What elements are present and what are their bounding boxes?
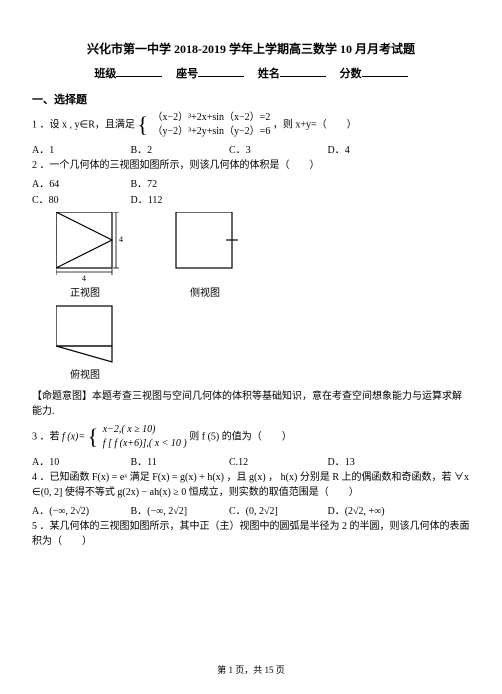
q3-stem: 3 ．若 f (x)= { x−2,( x ≥ 10) f [ f (x+6)]… — [32, 423, 470, 451]
q2-options-row1: A．64 B．72 — [32, 175, 470, 190]
q2-opt-c: C．80 — [32, 191, 128, 206]
q1-eq1: （x−2）³+2x+sin（x−2）=2 — [152, 111, 270, 125]
q4-opt-d: D．(2√2, +∞) — [328, 502, 424, 517]
q4-stem: 4 ．已知函数 F(x) = eˣ 满足 F(x) = g(x) + h(x) … — [32, 470, 470, 500]
q2-options-row2: C．80 D．112 — [32, 191, 470, 206]
q1-stem: 1 ．设 x , y∈R，且满足 { （x−2）³+2x+sin（x−2）=2 … — [32, 111, 470, 139]
q4-opt-c: C．(0, 2√2] — [229, 502, 325, 517]
label-class: 班级 — [94, 68, 116, 80]
q1-opt-b: B．2 — [131, 141, 227, 156]
label-side: 侧视图 — [190, 286, 220, 299]
q3-case1: x−2,( x ≥ 10) — [103, 423, 187, 437]
q4-options: A．(−∞, 2√2) B．(−∞, 2√2] C．(0, 2√2] D．(2√… — [32, 502, 470, 517]
aim-text: 【命题意图】本题考查三视图与空间几何体的体积等基础知识，意在考查空间想象能力与运… — [32, 389, 470, 419]
q3-opt-b: B．11 — [131, 453, 227, 468]
q3-opt-d: D．13 — [328, 453, 424, 468]
section-heading: 一、选择题 — [32, 91, 470, 107]
blank-seat[interactable] — [198, 67, 244, 77]
q1-opt-a: A．1 — [32, 141, 128, 156]
label-top: 俯视图 — [70, 368, 100, 381]
blank-class[interactable] — [116, 67, 162, 77]
q3-case2: f [ f (x+6)],( x < 10 ) — [103, 437, 187, 451]
q3-stem-a: 3 ．若 — [32, 431, 60, 442]
q3-stem-b: 则 f (5) 的值为（ ） — [189, 431, 292, 442]
blank-name[interactable] — [280, 67, 326, 77]
label-name: 姓名 — [258, 68, 280, 80]
q2-opt-a: A．64 — [32, 175, 128, 190]
q3-opt-a: A．10 — [32, 453, 128, 468]
q3-fx: f (x)= — [62, 431, 85, 442]
dim-front: 4 — [82, 274, 86, 283]
label-front: 正视图 — [70, 286, 100, 299]
q3-options: A．10 B．11 C.12 D．13 — [32, 453, 470, 468]
q3-cases: x−2,( x ≥ 10) f [ f (x+6)],( x < 10 ) — [103, 423, 187, 451]
dim-front-h: 4 — [119, 235, 123, 244]
q1-opt-c: C．3 — [229, 141, 325, 156]
q1-stem-b: ，则 x+y=（ ） — [273, 119, 357, 130]
q2-stem: 2 ．一个几何体的三视图如图所示，则该几何体的体积是（ ） — [32, 158, 470, 173]
page-footer: 第 1 页，共 15 页 — [0, 663, 502, 676]
exam-title: 兴化市第一中学 2018-2019 学年上学期高三数学 10 月月考试题 — [32, 40, 470, 57]
q1-options: A．1 B．2 C．3 D．4 — [32, 141, 470, 156]
label-seat: 座号 — [176, 68, 198, 80]
views-svg: 4 4 正视图 侧视图 俯视图 — [56, 212, 276, 382]
q2-opt-b: B．72 — [131, 175, 227, 190]
student-info-row: 班级 座号 姓名 分数 — [32, 65, 470, 81]
q5-stem: 5 ．某几何体的三视图如图所示，其中正（主）视图中的圆弧是半径为 2 的半圆，则… — [32, 519, 470, 549]
label-score: 分数 — [340, 68, 362, 80]
brace-icon: { — [137, 114, 148, 136]
q1-eq2: （y−2）³+2y+sin（y−2）=6 — [152, 125, 270, 139]
q1-stem-a: 1 ．设 x , y∈R，且满足 — [32, 119, 135, 130]
q4-opt-a: A．(−∞, 2√2) — [32, 502, 128, 517]
q2-opt-d: D．112 — [131, 191, 227, 206]
brace-icon: { — [88, 426, 99, 448]
q1-system: （x−2）³+2x+sin（x−2）=2 （y−2）³+2y+sin（y−2）=… — [152, 111, 270, 139]
q1-opt-d: D．4 — [328, 141, 424, 156]
q4-opt-b: B．(−∞, 2√2] — [131, 502, 227, 517]
three-views-figure: 4 4 正视图 侧视图 俯视图 — [56, 212, 470, 385]
blank-score[interactable] — [362, 67, 408, 77]
q3-opt-c: C.12 — [229, 457, 325, 468]
